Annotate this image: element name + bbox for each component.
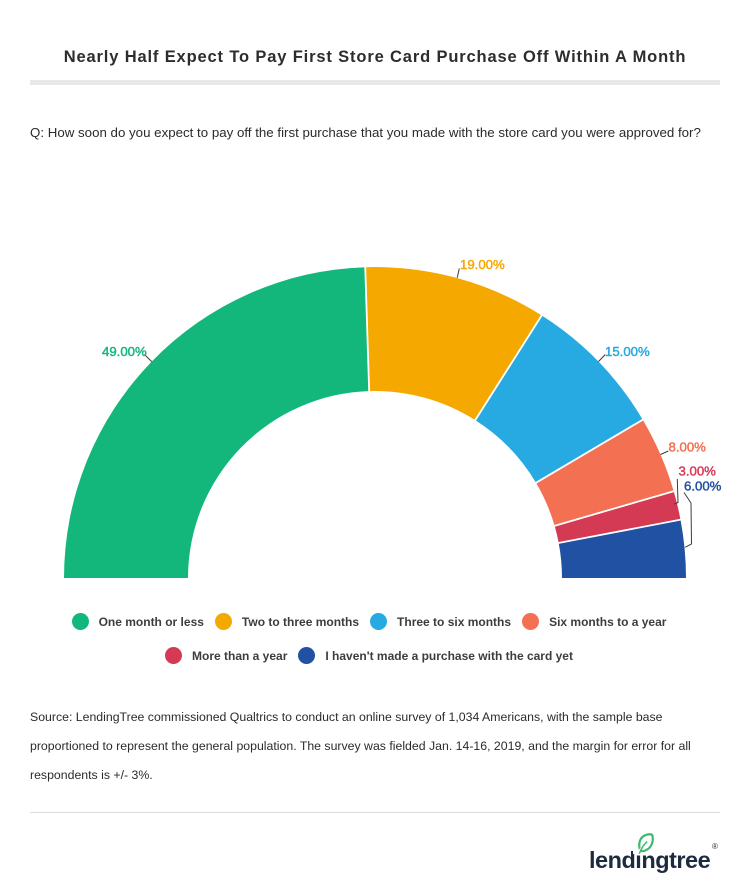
svg-text:6.00%: 6.00% — [684, 479, 722, 494]
svg-text:49.00%: 49.00% — [102, 344, 147, 359]
svg-text:15.00%: 15.00% — [605, 344, 650, 359]
svg-text:19.00%: 19.00% — [460, 257, 505, 272]
svg-text:8.00%: 8.00% — [669, 440, 707, 455]
svg-text:3.00%: 3.00% — [679, 464, 717, 479]
